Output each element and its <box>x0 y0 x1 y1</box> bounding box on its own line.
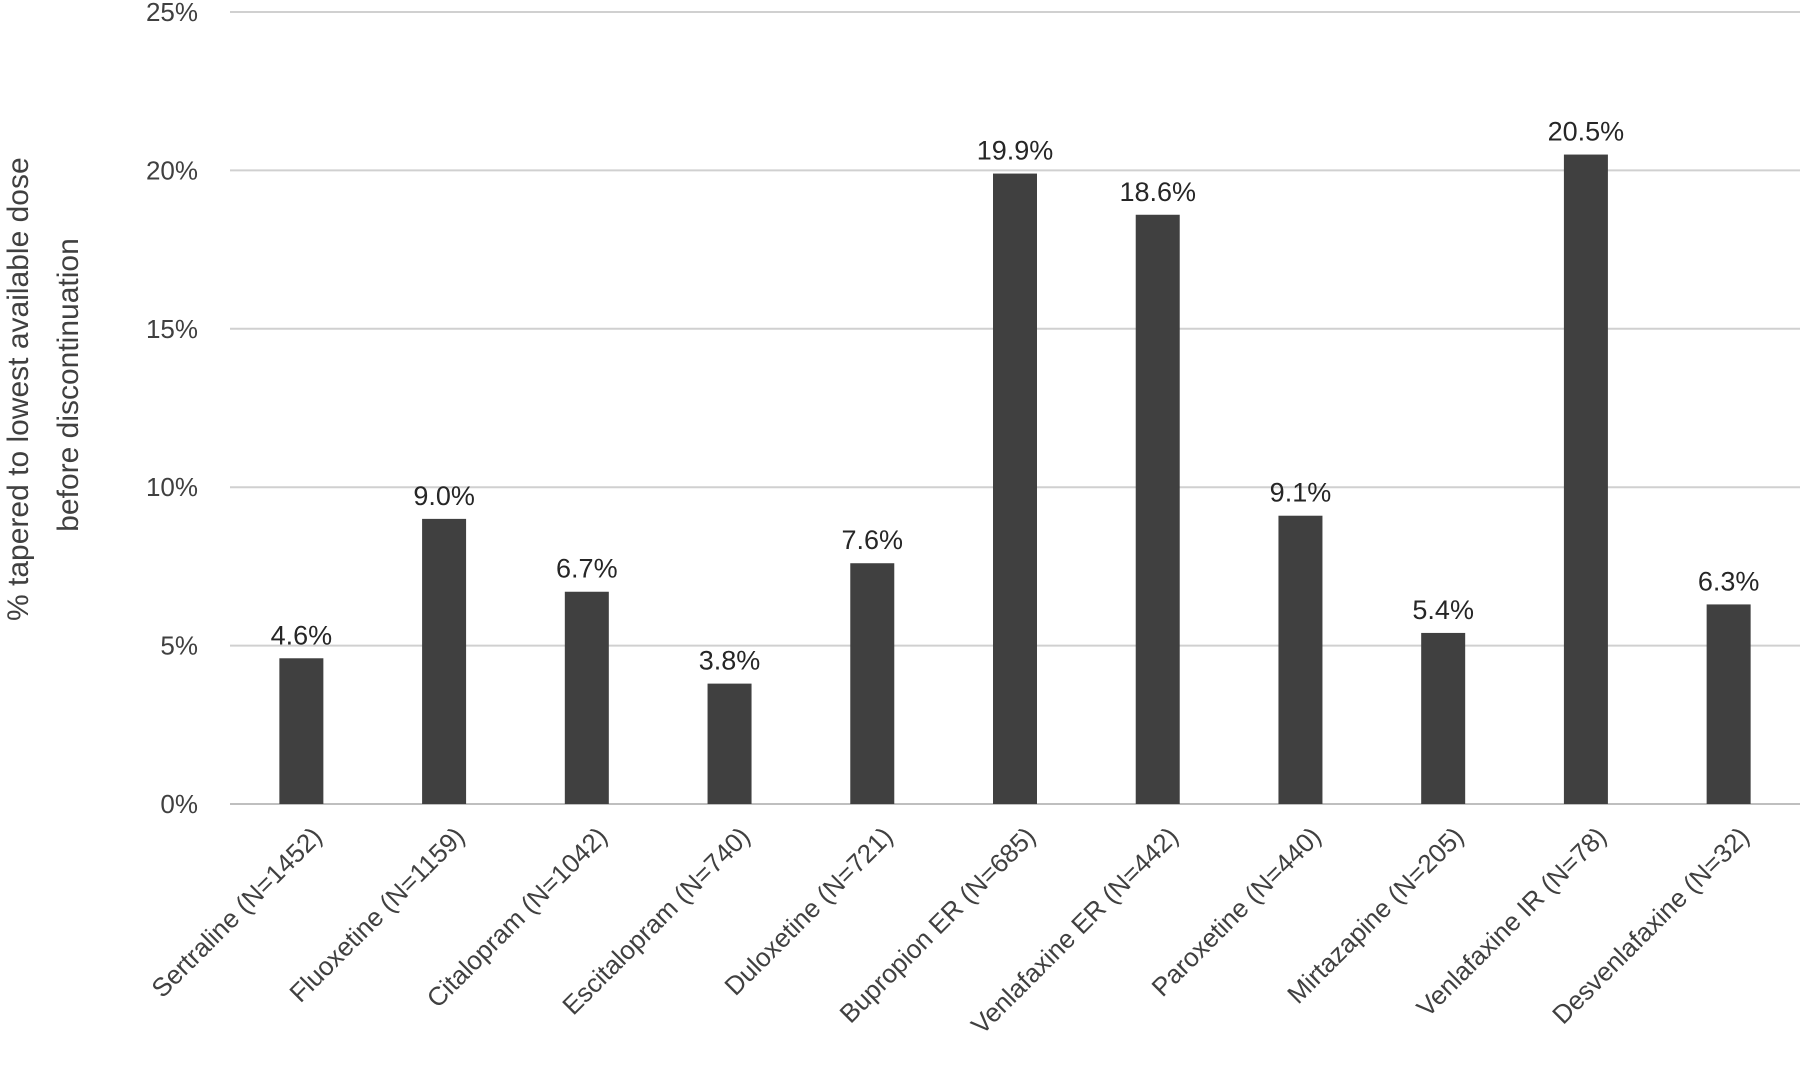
bar <box>422 518 467 804</box>
bar <box>1278 515 1323 804</box>
data-label: 20.5% <box>1548 117 1625 147</box>
y-tick-label: 25% <box>146 0 198 27</box>
data-labels: 4.6% 9.0% 6.7% 3.8% 7.6% 19.9% 18.6% 9.1% 5.4% 20… <box>271 117 1760 676</box>
data-label: 7.6% <box>841 525 903 555</box>
data-label: 6.7% <box>556 554 618 584</box>
data-label: 4.6% <box>271 620 333 650</box>
data-label: 18.6% <box>1119 177 1196 207</box>
data-label: 6.3% <box>1698 566 1760 596</box>
bar <box>279 658 324 804</box>
data-label: 9.0% <box>413 481 475 511</box>
y-axis-title: % tapered to lowest available dose befor… <box>2 149 85 621</box>
data-label: 9.1% <box>1270 478 1332 508</box>
x-axis-category-labels: Sertraline (N=1452)Fluoxetine (N=1159)Ci… <box>145 821 1754 1040</box>
y-axis-title-line-1: % tapered to lowest available dose <box>2 157 35 621</box>
bar <box>564 591 609 804</box>
bar <box>707 683 752 804</box>
bar <box>850 563 895 804</box>
y-axis-title-line-2: before discontinuation <box>52 238 85 532</box>
bar <box>1421 632 1466 804</box>
data-label: 3.8% <box>699 646 761 676</box>
bar <box>1563 154 1608 804</box>
y-tick-label: 10% <box>146 472 198 502</box>
y-axis-ticks: 0% 5% 10% 15% 20% 25% <box>146 0 198 819</box>
bar <box>1135 214 1180 804</box>
bars <box>279 154 1751 804</box>
bar <box>1706 604 1751 804</box>
bar <box>993 173 1037 804</box>
y-tick-label: 5% <box>160 631 198 661</box>
y-tick-label: 15% <box>146 314 198 344</box>
y-tick-label: 20% <box>146 155 198 185</box>
data-label: 19.9% <box>977 136 1054 166</box>
data-label: 5.4% <box>1412 595 1474 625</box>
y-tick-label: 0% <box>160 789 198 819</box>
